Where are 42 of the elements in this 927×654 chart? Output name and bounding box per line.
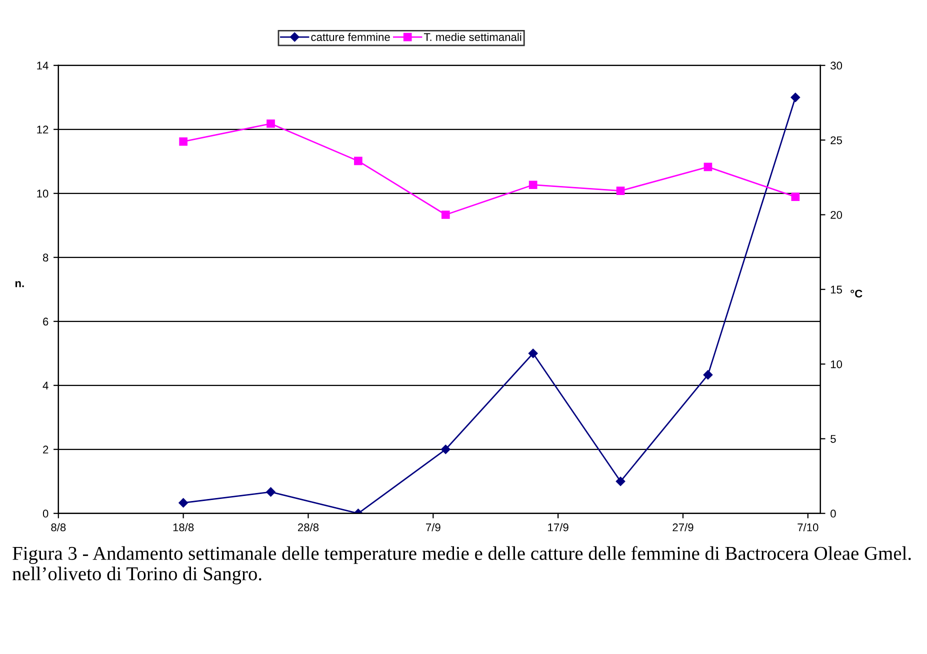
point xyxy=(266,119,275,128)
x-tick-label: 18/8 xyxy=(173,523,194,532)
text: Figura 3 - Andamento settimanale delle temperature medie e delle catture delle femmine di Bactrocera Oleae Gmel. nell’oliveto di Torino di Sangro. xyxy=(12,546,911,584)
x-tick-label: 8/8 xyxy=(51,523,66,532)
y2-tick-label: 25 xyxy=(830,136,842,144)
y-tick-label: 8 xyxy=(42,254,48,262)
point xyxy=(790,92,800,102)
point xyxy=(266,487,276,497)
y2-tick-label: 30 xyxy=(830,62,842,70)
point xyxy=(179,137,188,146)
point xyxy=(616,186,625,196)
y-tick-label: 14 xyxy=(37,62,48,70)
point xyxy=(441,210,450,219)
y-tick-label: 6 xyxy=(43,318,48,326)
point xyxy=(703,370,713,380)
y-tick-label: 0 xyxy=(42,510,48,518)
y2-tick-label: 15 xyxy=(830,286,842,294)
y2-tick-label: 20 xyxy=(830,210,842,219)
legend-label: T. medie settimanali xyxy=(424,32,522,42)
point xyxy=(528,348,538,358)
y-tick-label: 12 xyxy=(37,126,48,134)
y-tick-label: 4 xyxy=(42,382,48,390)
y-axis-title: n. xyxy=(15,281,24,288)
x-tick-label: 7/10 xyxy=(798,523,818,532)
y-tick-label: 10 xyxy=(37,190,48,198)
y2-tick-label: 5 xyxy=(830,435,836,443)
x-tick-label: 7/9 xyxy=(426,523,440,532)
point xyxy=(354,156,362,166)
point xyxy=(791,192,800,201)
point xyxy=(704,162,712,172)
x-tick-label: 28/8 xyxy=(298,523,319,532)
legend-label: catture femmine xyxy=(311,32,390,42)
point xyxy=(441,444,450,454)
y2-tick-label: 10 xyxy=(830,360,842,368)
point xyxy=(528,180,538,190)
y2-tick-label: 0 xyxy=(830,510,836,518)
x-tick-label: 27/9 xyxy=(672,523,694,532)
point xyxy=(616,476,626,486)
point xyxy=(178,498,188,508)
y2-axis-title: °C xyxy=(850,290,862,298)
x-tick-label: 17/9 xyxy=(548,523,568,532)
y-tick-label: 2 xyxy=(43,446,48,454)
